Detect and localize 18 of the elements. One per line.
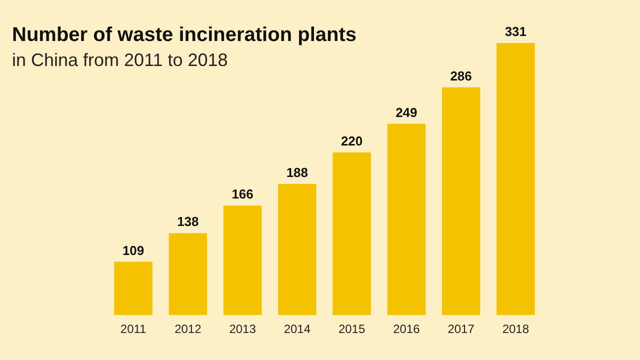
- x-tick-label: 2011: [120, 322, 147, 336]
- data-label: 188: [286, 164, 308, 180]
- data-label: 166: [232, 186, 254, 202]
- chart-title: Number of waste incineration plants: [12, 24, 357, 46]
- data-label: 331: [504, 24, 527, 39]
- x-tick-label: 2016: [393, 322, 420, 336]
- x-tick-label: 2013: [229, 322, 256, 336]
- data-label: 286: [450, 68, 472, 84]
- data-label: 109: [122, 242, 144, 258]
- x-tick-label: 2015: [338, 322, 366, 336]
- x-tick-label: 2012: [174, 322, 202, 336]
- data-label: 138: [177, 214, 199, 230]
- x-tick-label: 2014: [284, 322, 311, 336]
- data-label: 249: [396, 104, 418, 120]
- x-tick-label: 2018: [502, 322, 530, 336]
- data-label: 220: [340, 133, 363, 148]
- chart-subtitle: in China from 2011 to 2018: [12, 50, 228, 70]
- x-tick-label: 2017: [448, 322, 475, 336]
